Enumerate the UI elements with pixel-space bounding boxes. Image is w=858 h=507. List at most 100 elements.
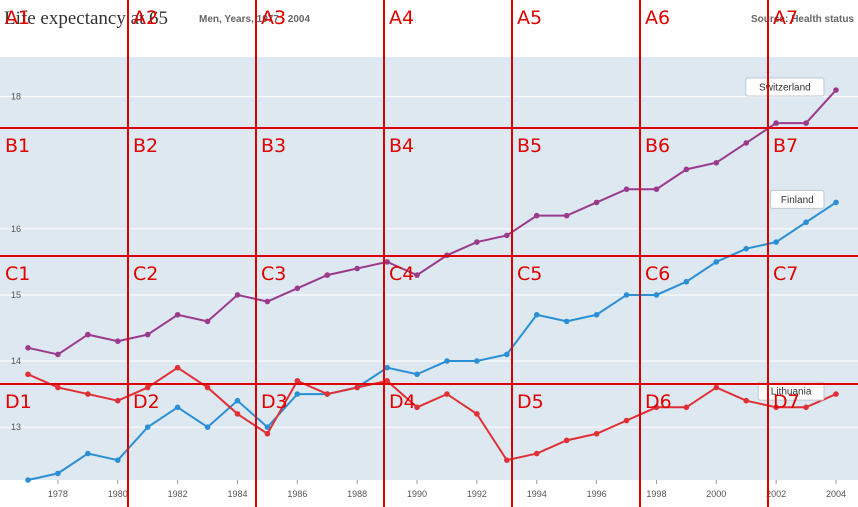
data-point-switzerland[interactable]	[324, 272, 331, 278]
data-point-finland[interactable]	[25, 477, 31, 483]
data-point-finland[interactable]	[85, 450, 91, 457]
data-point-switzerland[interactable]	[294, 285, 301, 292]
data-point-switzerland[interactable]	[264, 298, 271, 305]
data-point-finland[interactable]	[563, 318, 570, 325]
source-credit: Source: Health status	[751, 14, 854, 25]
data-point-switzerland[interactable]	[85, 331, 91, 338]
data-point-lithuania[interactable]	[833, 391, 839, 397]
data-point-switzerland[interactable]	[683, 166, 690, 173]
data-point-lithuania[interactable]	[743, 397, 750, 404]
data-point-lithuania[interactable]	[174, 364, 181, 371]
data-point-switzerland[interactable]	[563, 212, 570, 219]
data-point-finland[interactable]	[623, 292, 630, 298]
data-point-lithuania[interactable]	[85, 391, 91, 397]
data-point-lithuania[interactable]	[144, 384, 151, 391]
data-point-finland[interactable]	[743, 245, 750, 252]
data-point-lithuania[interactable]	[713, 384, 720, 391]
data-point-finland[interactable]	[384, 364, 390, 371]
x-tick-label: 1998	[646, 489, 666, 499]
data-point-finland[interactable]	[294, 391, 301, 397]
x-tick-label: 2004	[826, 489, 846, 499]
data-point-switzerland[interactable]	[25, 345, 31, 351]
data-point-lithuania[interactable]	[683, 404, 690, 411]
data-point-lithuania[interactable]	[204, 384, 211, 391]
series-line-switzerland[interactable]	[27, 89, 837, 356]
data-point-lithuania[interactable]	[25, 371, 31, 378]
data-point-switzerland[interactable]	[653, 186, 660, 192]
data-point-finland[interactable]	[593, 311, 600, 318]
data-point-lithuania[interactable]	[294, 378, 301, 384]
source-link[interactable]: Health status	[791, 14, 854, 25]
y-tick-label: 14	[11, 356, 21, 366]
data-point-finland[interactable]	[773, 239, 779, 245]
data-point-finland[interactable]	[444, 358, 450, 364]
data-point-switzerland[interactable]	[354, 265, 360, 272]
data-point-lithuania[interactable]	[803, 404, 809, 411]
data-point-switzerland[interactable]	[444, 252, 450, 259]
data-point-switzerland[interactable]	[174, 311, 181, 318]
data-point-lithuania[interactable]	[623, 417, 630, 424]
data-point-finland[interactable]	[533, 311, 540, 318]
data-point-lithuania[interactable]	[563, 437, 570, 444]
data-point-finland[interactable]	[713, 259, 720, 265]
series-line-lithuania[interactable]	[27, 366, 837, 462]
data-point-lithuania[interactable]	[474, 411, 480, 417]
data-point-lithuania[interactable]	[593, 430, 600, 437]
data-point-switzerland[interactable]	[743, 140, 750, 146]
data-point-switzerland[interactable]	[414, 272, 420, 278]
data-point-finland[interactable]	[833, 199, 839, 206]
data-point-switzerland[interactable]	[713, 159, 720, 166]
data-point-lithuania[interactable]	[384, 378, 390, 384]
data-point-finland[interactable]	[55, 470, 61, 477]
data-point-finland[interactable]	[234, 397, 241, 404]
data-point-finland[interactable]	[144, 424, 151, 430]
data-point-lithuania[interactable]	[414, 404, 420, 411]
data-point-finland[interactable]	[653, 292, 660, 298]
data-point-finland[interactable]	[174, 404, 181, 411]
data-point-lithuania[interactable]	[773, 404, 779, 411]
data-point-lithuania[interactable]	[504, 457, 510, 463]
data-point-finland[interactable]	[504, 351, 510, 358]
data-point-switzerland[interactable]	[623, 186, 630, 192]
data-point-switzerland[interactable]	[803, 120, 809, 126]
data-point-finland[interactable]	[114, 457, 121, 463]
data-point-switzerland[interactable]	[833, 87, 839, 93]
data-point-switzerland[interactable]	[114, 338, 121, 345]
data-point-switzerland[interactable]	[55, 351, 61, 358]
data-point-switzerland[interactable]	[234, 292, 241, 298]
data-point-lithuania[interactable]	[533, 450, 540, 457]
data-point-switzerland[interactable]	[474, 239, 480, 245]
data-point-lithuania[interactable]	[444, 391, 450, 397]
data-point-lithuania[interactable]	[55, 384, 61, 391]
data-point-switzerland[interactable]	[533, 212, 540, 219]
x-tick-label: 1990	[407, 489, 427, 499]
plot-area	[0, 57, 858, 480]
data-point-switzerland[interactable]	[384, 259, 390, 265]
data-point-finland[interactable]	[683, 278, 690, 285]
callout-label: Finland	[781, 195, 814, 206]
source-label: Source:	[750, 14, 789, 25]
x-tick-label: 2000	[706, 489, 726, 499]
data-point-finland[interactable]	[474, 358, 480, 364]
x-tick-label: 1978	[48, 489, 68, 499]
data-point-lithuania[interactable]	[264, 430, 271, 437]
x-tick-label: 1994	[527, 489, 547, 499]
data-point-switzerland[interactable]	[593, 199, 600, 206]
data-point-lithuania[interactable]	[234, 411, 241, 417]
data-point-finland[interactable]	[204, 424, 211, 430]
data-point-lithuania[interactable]	[653, 404, 660, 411]
data-point-lithuania[interactable]	[324, 391, 331, 397]
data-point-switzerland[interactable]	[504, 232, 510, 239]
callout-switzerland: Switzerland	[745, 77, 825, 97]
data-point-switzerland[interactable]	[144, 331, 151, 338]
data-point-switzerland[interactable]	[204, 318, 211, 325]
data-point-lithuania[interactable]	[354, 384, 360, 391]
series-line-finland[interactable]	[27, 201, 837, 481]
x-tick-label: 1984	[227, 489, 247, 499]
callout-lithuania: Lithuania	[757, 381, 825, 401]
data-point-finland[interactable]	[264, 424, 271, 430]
data-point-switzerland[interactable]	[773, 120, 779, 126]
data-point-finland[interactable]	[803, 219, 809, 226]
data-point-lithuania[interactable]	[114, 397, 121, 404]
data-point-finland[interactable]	[414, 371, 420, 378]
